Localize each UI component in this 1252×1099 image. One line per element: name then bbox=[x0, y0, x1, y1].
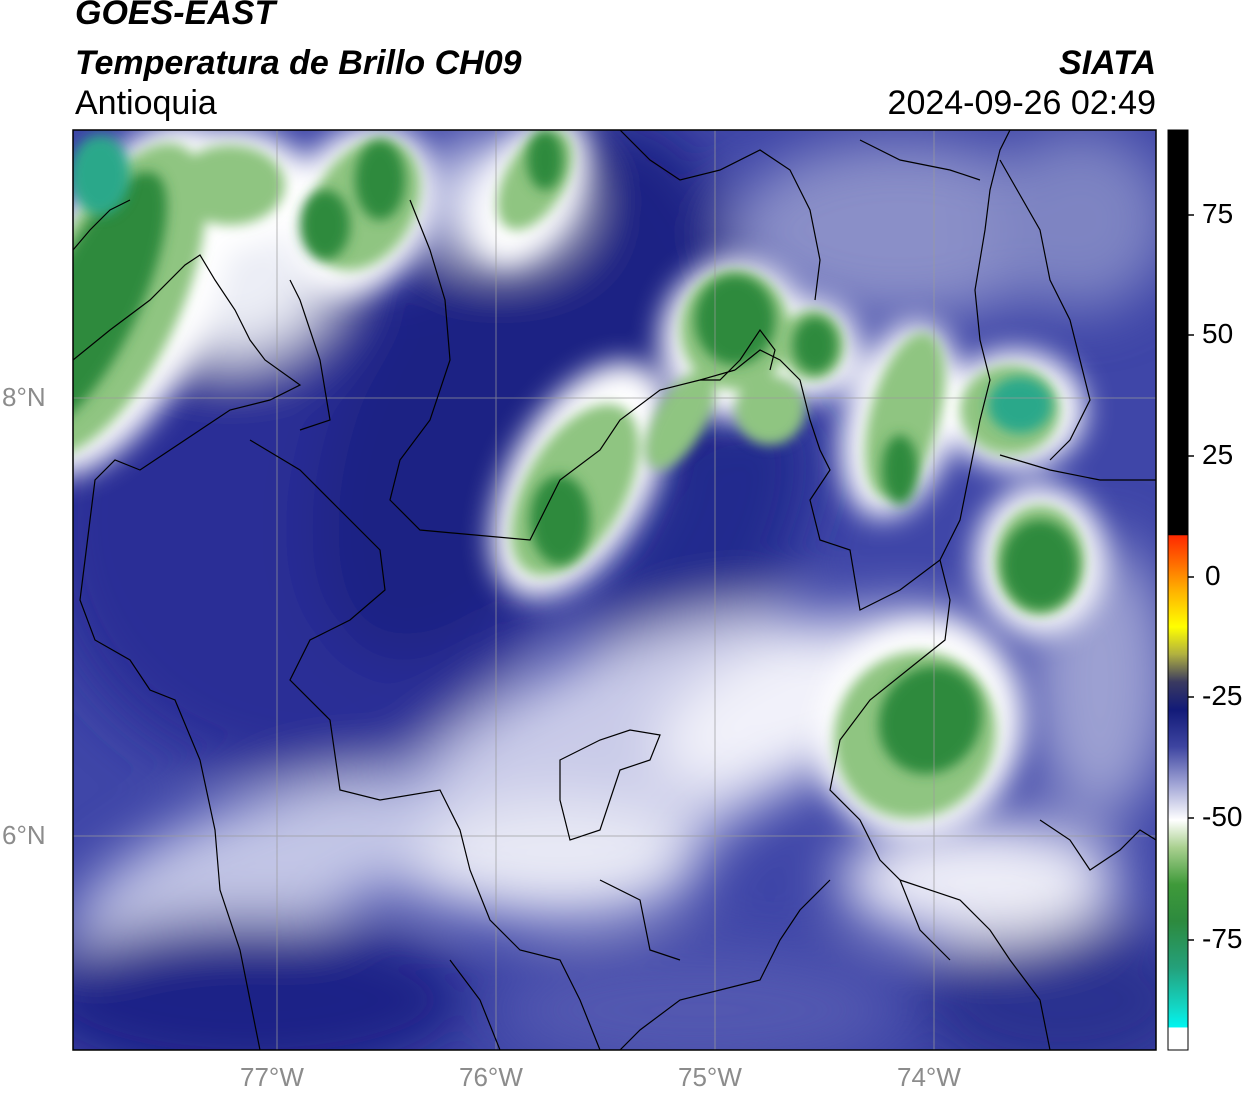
colorbar-ticks bbox=[1188, 214, 1194, 941]
colorbar-label: -25 bbox=[1202, 680, 1243, 711]
lon-label-75w: 75°W bbox=[678, 1062, 742, 1092]
colorbar-label: 25 bbox=[1202, 439, 1234, 470]
map-frame bbox=[72, 129, 1157, 1051]
colorbar-label: 50 bbox=[1202, 318, 1234, 349]
region-label: Antioquia bbox=[75, 84, 217, 122]
colorbar-label: 0 bbox=[1205, 560, 1221, 591]
satellite-title: GOES-EAST bbox=[75, 0, 276, 32]
lon-label-77w: 77°W bbox=[240, 1062, 304, 1092]
lat-label-6n: 6°N bbox=[2, 820, 46, 850]
datetime-label: 2024-09-26 02:49 bbox=[887, 84, 1156, 122]
lat-label-8n: 8°N bbox=[2, 382, 46, 412]
colorbar-label: -50 bbox=[1202, 801, 1243, 832]
colorbar-label: 75 bbox=[1202, 198, 1234, 229]
product-title: Temperatura de Brillo CH09 bbox=[75, 44, 522, 82]
colorbar-label: -75 bbox=[1202, 923, 1243, 954]
lon-label-76w: 76°W bbox=[459, 1062, 523, 1092]
graticule bbox=[73, 130, 1156, 1050]
brightness-temperature-field bbox=[73, 130, 1156, 1050]
boundaries bbox=[73, 130, 1156, 1050]
colorbar bbox=[1167, 129, 1189, 1051]
agency-label: SIATA bbox=[1059, 44, 1156, 82]
lon-label-74w: 74°W bbox=[897, 1062, 961, 1092]
